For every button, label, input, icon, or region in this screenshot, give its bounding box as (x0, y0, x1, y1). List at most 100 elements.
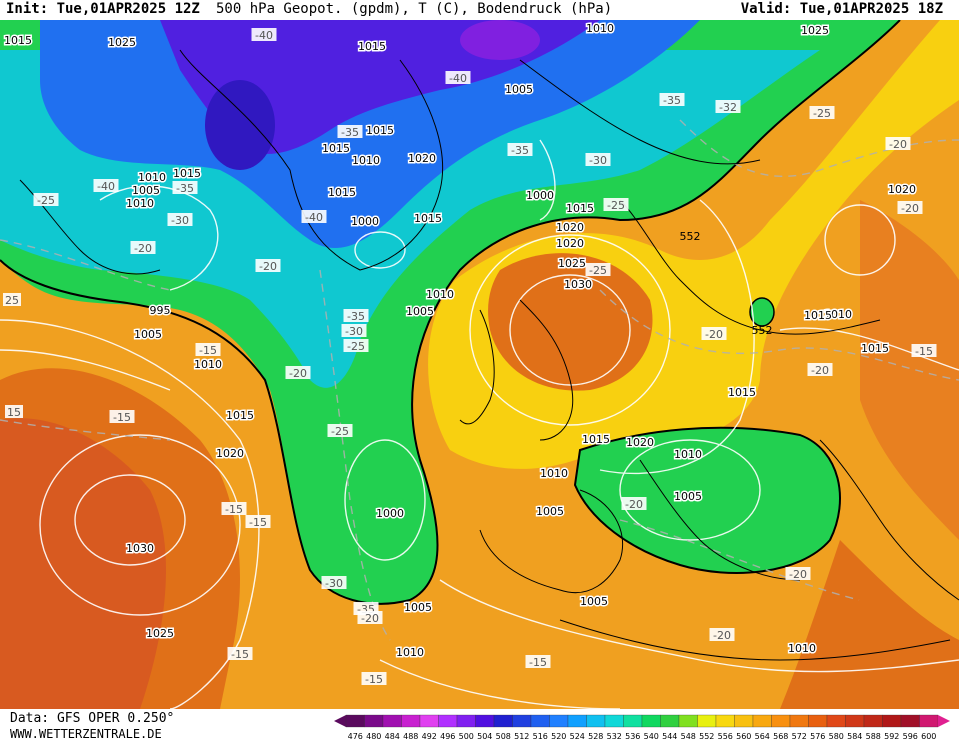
svg-text:-20: -20 (705, 328, 723, 341)
legend-tick-label: 488 (403, 732, 418, 741)
temperature-label: -35 (507, 143, 533, 157)
pressure-label: 1010 (351, 153, 382, 169)
pressure-label: 1015 (565, 201, 596, 217)
pressure-label: 1005 (673, 489, 704, 505)
svg-text:995: 995 (150, 304, 171, 317)
svg-text:1015: 1015 (226, 409, 254, 422)
legend-tick-label: 532 (607, 732, 622, 741)
pressure-label: 1010 (193, 357, 224, 373)
svg-text:-35: -35 (511, 144, 529, 157)
svg-text:-25: -25 (331, 425, 349, 438)
svg-text:1015: 1015 (566, 202, 594, 215)
legend-swatch (604, 714, 624, 728)
isotherms (0, 119, 959, 641)
svg-text:1025: 1025 (801, 24, 829, 37)
svg-text:-20: -20 (811, 364, 829, 377)
svg-text:-40: -40 (305, 211, 323, 224)
svg-text:-20: -20 (901, 202, 919, 215)
temperature-label: -15 (525, 655, 551, 669)
init-time: Init: Tue,01APR2025 12Z (6, 1, 200, 17)
svg-text:1025: 1025 (146, 627, 174, 640)
pressure-label: 1005 (403, 600, 434, 616)
temperature-label: -20 (255, 259, 281, 273)
temperature-label: -35 (172, 181, 198, 195)
svg-text:1015: 1015 (173, 167, 201, 180)
legend-swatch (845, 714, 865, 728)
se-warm-region (780, 540, 959, 709)
svg-text:-25: -25 (589, 264, 607, 277)
pressure-label: 1000 (375, 506, 406, 522)
pressure-label: 1020 (887, 182, 918, 198)
svg-text:1005: 1005 (134, 328, 162, 341)
legend-tick-label: 520 (551, 732, 566, 741)
svg-text:1005: 1005 (674, 490, 702, 503)
legend-swatch (345, 714, 365, 728)
legend-swatch (493, 714, 513, 728)
legend-tick-label: 516 (533, 732, 548, 741)
pressure-label: 1025 (557, 256, 588, 272)
svg-text:-35: -35 (341, 126, 359, 139)
temperature-label: -35 (343, 309, 369, 323)
pressure-label: 1000 (350, 214, 381, 230)
legend-tick-label: 548 (681, 732, 696, 741)
svg-text:-40: -40 (255, 29, 273, 42)
legend-tick-label: 536 (625, 732, 640, 741)
temperature-label: -25 (33, 193, 59, 207)
pressure-label: 1025 (800, 23, 831, 39)
pressure-label: 1015 (860, 341, 891, 357)
geopotential-label: 552 (752, 324, 773, 337)
mediterranean-cutoff-green (575, 427, 840, 573)
svg-text:1015: 1015 (366, 124, 394, 137)
legend-tick-label: 504 (477, 732, 492, 741)
svg-text:552: 552 (680, 230, 701, 243)
svg-text:1010: 1010 (788, 642, 816, 655)
svg-text:-15: -15 (231, 648, 249, 661)
legend-swatch (512, 714, 532, 728)
temperature-label: -40 (301, 210, 327, 224)
geopotential-552-line (0, 20, 901, 605)
pressure-label: 1015 (581, 432, 612, 448)
pressure-label: 1015 (727, 385, 758, 401)
svg-text:1025: 1025 (558, 257, 586, 270)
pressure-label: 1010 (137, 170, 168, 186)
legend-swatch (438, 714, 458, 728)
legend-swatch (882, 714, 902, 728)
pressure-label: 1015 (3, 33, 34, 49)
pressure-label: 1030 (125, 541, 156, 557)
svg-text:-25: -25 (37, 194, 55, 207)
svg-text:1025: 1025 (108, 36, 136, 49)
pressure-label: 1005 (504, 82, 535, 98)
pressure-label: 1020 (407, 151, 438, 167)
temperature-label: -15 (195, 343, 221, 357)
legend-tick-label: 568 (773, 732, 788, 741)
legend-tick-label: 476 (348, 732, 363, 741)
legend-swatch (734, 714, 754, 728)
legend-tick-label: 572 (792, 732, 807, 741)
temperature-label: -35 (659, 93, 685, 107)
pressure-label: 1010 (823, 307, 854, 323)
valid-time: Valid: Tue,01APR2025 18Z (740, 1, 943, 17)
pressure-label: 1015 (321, 141, 352, 157)
mediterranean-cutoff-dark (573, 426, 841, 574)
pressure-label: 1020 (555, 236, 586, 252)
svg-text:-15: -15 (113, 411, 131, 424)
legend-tick-label: 600 (921, 732, 936, 741)
svg-text:1015: 1015 (328, 186, 356, 199)
svg-text:1005: 1005 (406, 305, 434, 318)
legend-swatch (900, 714, 920, 728)
legend-swatch (826, 714, 846, 728)
svg-text:1010: 1010 (674, 448, 702, 461)
legend-tick-label: 580 (829, 732, 844, 741)
temperature-label: -25 (809, 106, 835, 120)
legend-swatch (382, 714, 402, 728)
svg-text:1015: 1015 (358, 40, 386, 53)
svg-text:-32: -32 (719, 101, 737, 114)
pressure-label: 1030 (563, 277, 594, 293)
legend-tick-label: 480 (366, 732, 381, 741)
svg-text:-15: -15 (199, 344, 217, 357)
svg-text:1010: 1010 (540, 467, 568, 480)
legend-tick-label: 528 (588, 732, 603, 741)
temperature-label: -30 (321, 576, 347, 590)
east-orange (860, 200, 959, 540)
svg-text:-20: -20 (289, 367, 307, 380)
